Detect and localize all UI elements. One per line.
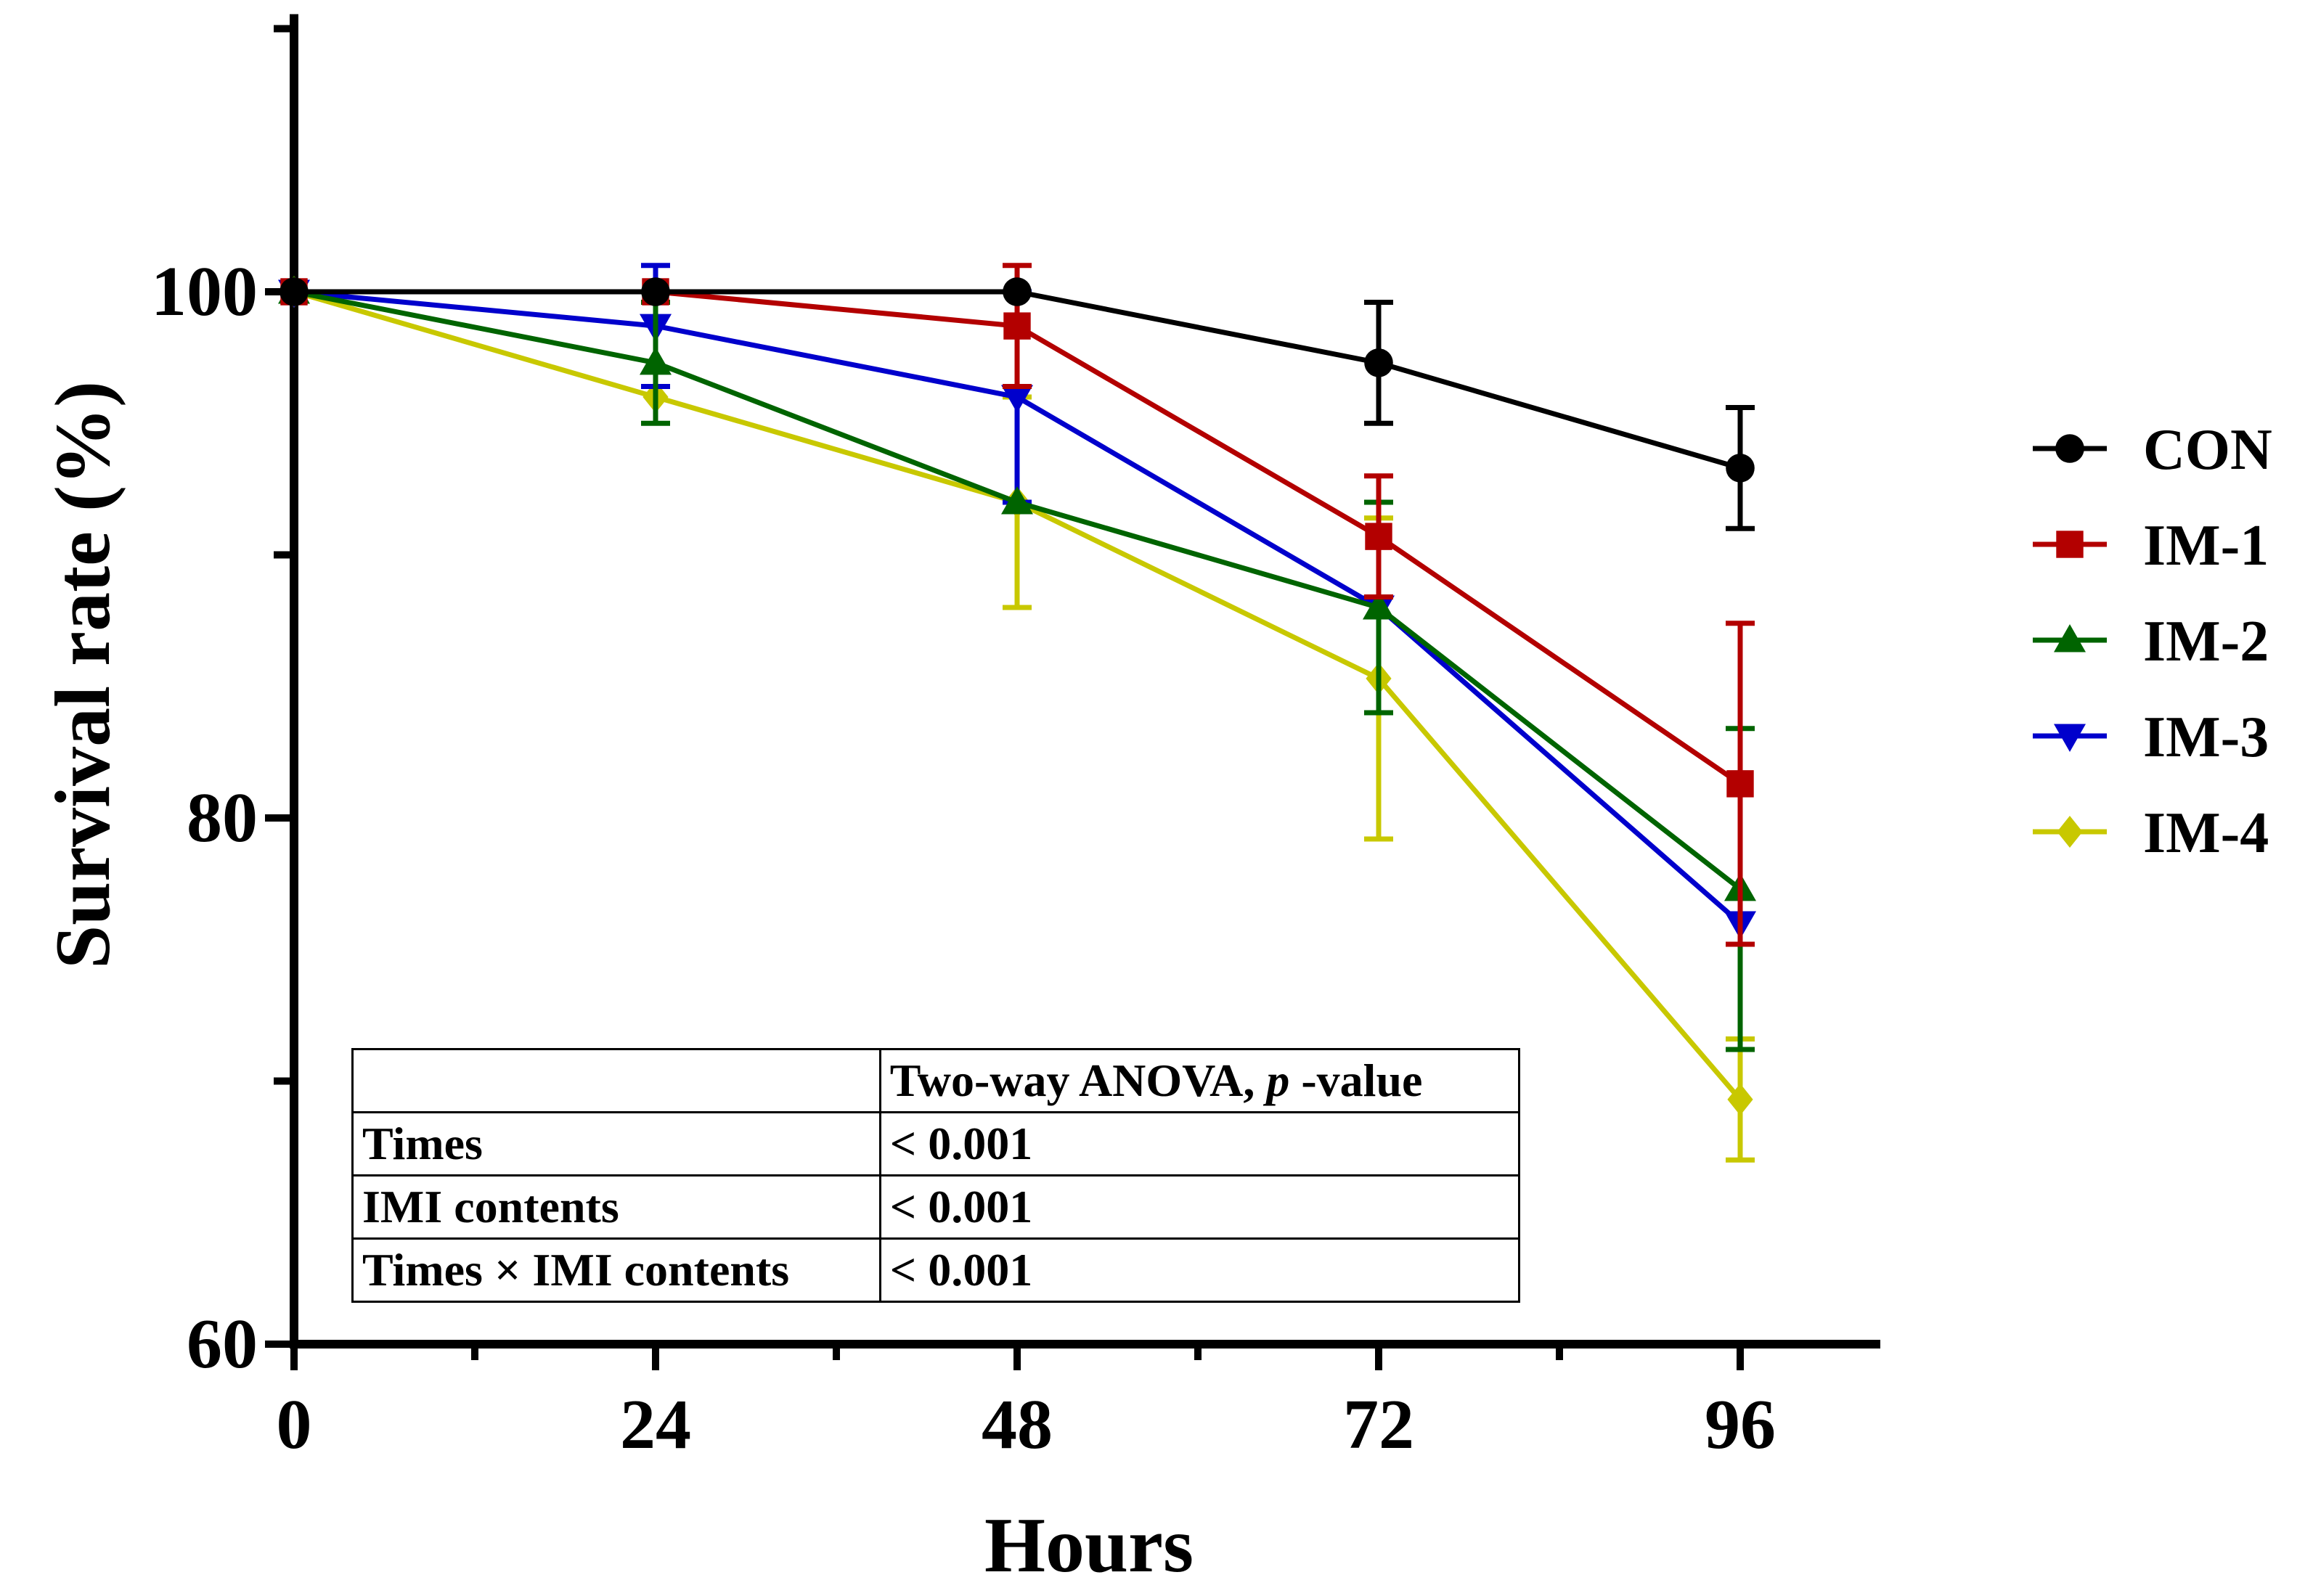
data-point [641, 277, 670, 306]
x-tick-label: 48 [982, 1386, 1053, 1464]
legend-item-im-2: IM-2 [2033, 610, 2269, 674]
y-tick-label: 80 [187, 779, 258, 857]
x-tick-label: 24 [620, 1386, 691, 1464]
series-con [280, 277, 1755, 531]
data-point [1365, 523, 1392, 550]
table-header-cell: Two-way ANOVA, p -value [878, 1048, 1521, 1113]
legend-marker [2056, 531, 2084, 558]
table-header-p: p [1266, 1055, 1290, 1106]
legend-label: IM-4 [2143, 801, 2269, 865]
legend: CON IM-1 IM-2 IM-3 IM-4 [2033, 418, 2272, 865]
table-row-value: < 0.001 [878, 1174, 1521, 1240]
table-header-label: Two-way ANOVA, [889, 1055, 1267, 1106]
data-point [1001, 385, 1033, 413]
table-row-value: < 0.001 [878, 1237, 1521, 1303]
table-row: Times < 0.001 [351, 1111, 1521, 1176]
legend-marker [2057, 816, 2083, 848]
table-row: IMI contents < 0.001 [351, 1174, 1521, 1240]
data-point [280, 277, 309, 306]
axes: 60 80 100 0 24 48 72 96 Hours Survival rate (%) [40, 14, 1880, 1589]
table-row-label: IMI contents [351, 1174, 881, 1240]
data-point [1001, 486, 1033, 515]
legend-label: IM-2 [2143, 610, 2269, 674]
table-header-row: Two-way ANOVA, p -value [351, 1048, 1521, 1113]
data-point [1727, 1083, 1753, 1116]
y-tick-label: 100 [151, 253, 258, 331]
legend-item-im-1: IM-1 [2033, 514, 2269, 578]
legend-marker [2055, 434, 2084, 463]
table-row-label: Times × IMI contents [351, 1237, 881, 1303]
data-point [1003, 277, 1032, 306]
data-point [1726, 770, 1754, 798]
legend-label: IM-1 [2143, 514, 2269, 578]
table-row: Times × IMI contents < 0.001 [351, 1237, 1521, 1303]
table-header-suffix: -value [1289, 1055, 1423, 1106]
legend-label: IM-3 [2143, 705, 2269, 769]
data-point [640, 346, 672, 375]
x-tick-label: 0 [277, 1386, 312, 1464]
y-tick-label: 60 [187, 1305, 258, 1383]
table-row-label: Times [351, 1111, 881, 1176]
legend-marker [2054, 624, 2086, 652]
legend-item-im-4: IM-4 [2033, 801, 2269, 865]
y-axis-title: Survival rate (%) [40, 381, 126, 969]
legend-label: CON [2143, 418, 2272, 482]
data-point [1363, 592, 1395, 620]
x-axis-title: Hours [984, 1502, 1194, 1589]
anova-table: Two-way ANOVA, p -value Times < 0.001 IM… [351, 1048, 1521, 1303]
legend-item-im-3: IM-3 [2033, 705, 2269, 769]
legend-item-con: CON [2033, 418, 2272, 482]
table-row-value: < 0.001 [878, 1111, 1521, 1176]
legend-marker [2054, 724, 2086, 752]
series-layer [278, 263, 1756, 1163]
x-tick-label: 96 [1705, 1386, 1776, 1464]
data-point [1726, 454, 1755, 483]
table-header-empty [351, 1048, 881, 1113]
data-point [1364, 348, 1393, 377]
data-point [1003, 312, 1031, 340]
x-tick-label: 72 [1343, 1386, 1414, 1464]
